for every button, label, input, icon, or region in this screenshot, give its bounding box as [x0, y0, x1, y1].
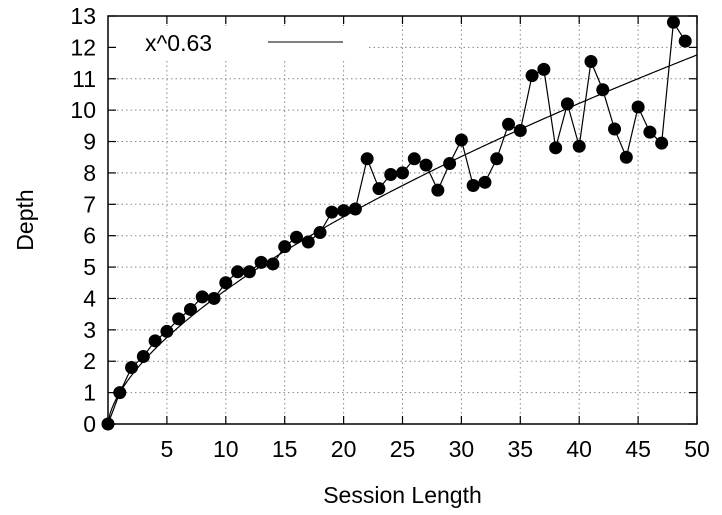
- x-tick-label: 40: [566, 436, 592, 462]
- y-tick-label: 0: [83, 411, 96, 437]
- data-point: [490, 152, 504, 166]
- data-point: [454, 133, 468, 147]
- data-point: [101, 417, 115, 431]
- data-point: [572, 139, 586, 153]
- y-tick-label: 13: [70, 3, 96, 29]
- data-point: [125, 361, 139, 375]
- x-tick-label: 45: [625, 436, 651, 462]
- data-point: [678, 34, 692, 48]
- data-point: [231, 265, 245, 279]
- data-point: [466, 178, 480, 192]
- data-point: [172, 312, 186, 326]
- data-point: [643, 125, 657, 139]
- y-tick-label: 6: [83, 223, 96, 249]
- data-point: [136, 350, 150, 364]
- data-point: [608, 122, 622, 136]
- x-tick-label: 25: [390, 436, 416, 462]
- data-point: [242, 265, 256, 279]
- x-tick-label: 5: [161, 436, 174, 462]
- data-point: [113, 386, 127, 400]
- x-tick-label: 20: [331, 436, 357, 462]
- grid: [108, 16, 697, 424]
- data-point: [513, 124, 527, 138]
- legend-background: [116, 26, 368, 60]
- x-tick-label: 30: [449, 436, 475, 462]
- data-point: [407, 152, 421, 166]
- x-tick-label: 15: [272, 436, 298, 462]
- x-tick-label: 10: [213, 436, 239, 462]
- x-axis-title: Session Length: [323, 482, 482, 508]
- x-tick-labels: 5 10 15 20 25 30 35 40 45 50: [161, 436, 710, 462]
- legend-label: x^0.63: [145, 30, 212, 56]
- data-point: [419, 158, 433, 172]
- y-tick-label: 11: [72, 66, 96, 92]
- data-point: [666, 15, 680, 29]
- axis-ticks: [108, 15, 698, 425]
- data-point: [431, 183, 445, 197]
- series: [101, 15, 698, 431]
- data-point: [502, 117, 516, 131]
- y-tick-label: 12: [70, 34, 96, 60]
- data-point: [183, 302, 197, 316]
- data-point: [207, 291, 221, 305]
- data-point: [254, 255, 268, 269]
- data-point: [219, 276, 233, 290]
- data-point: [325, 205, 339, 219]
- data-point: [396, 166, 409, 180]
- legend: x^0.63: [116, 26, 368, 60]
- data-point: [360, 152, 374, 166]
- x-tick-label: 35: [508, 436, 534, 462]
- data-point: [525, 69, 539, 83]
- data-point: [266, 257, 280, 271]
- data-point: [560, 97, 574, 111]
- y-tick-label: 9: [83, 129, 96, 155]
- data-point: [596, 83, 610, 97]
- data-point: [443, 157, 457, 171]
- y-tick-label: 2: [83, 348, 96, 374]
- data-point: [289, 230, 303, 244]
- data-point: [619, 150, 633, 164]
- data-point: [372, 182, 386, 196]
- data-point: [348, 202, 362, 216]
- data-point: [278, 240, 292, 254]
- data-point: [160, 324, 174, 338]
- data-point: [631, 100, 645, 114]
- y-axis-title: Depth: [12, 189, 38, 250]
- data-point: [313, 226, 327, 240]
- y-tick-label: 4: [83, 285, 96, 311]
- data-series-line: [107, 20, 686, 425]
- data-point: [384, 167, 398, 181]
- data-point: [337, 204, 351, 218]
- data-point: [301, 235, 315, 249]
- y-tick-label: 5: [83, 254, 96, 280]
- y-tick-label: 10: [70, 97, 96, 123]
- data-point: [584, 55, 598, 69]
- data-point: [549, 141, 563, 155]
- x-tick-label: 50: [684, 436, 710, 462]
- data-point: [195, 290, 209, 304]
- data-point: [478, 175, 492, 189]
- data-point: [148, 334, 162, 348]
- data-point: [655, 136, 669, 150]
- y-tick-label: 3: [83, 317, 96, 343]
- y-tick-label: 8: [83, 160, 96, 186]
- fit-curve-line: [107, 54, 698, 425]
- y-tick-label: 1: [83, 380, 96, 406]
- y-tick-label: 7: [83, 191, 96, 217]
- data-point: [537, 62, 551, 76]
